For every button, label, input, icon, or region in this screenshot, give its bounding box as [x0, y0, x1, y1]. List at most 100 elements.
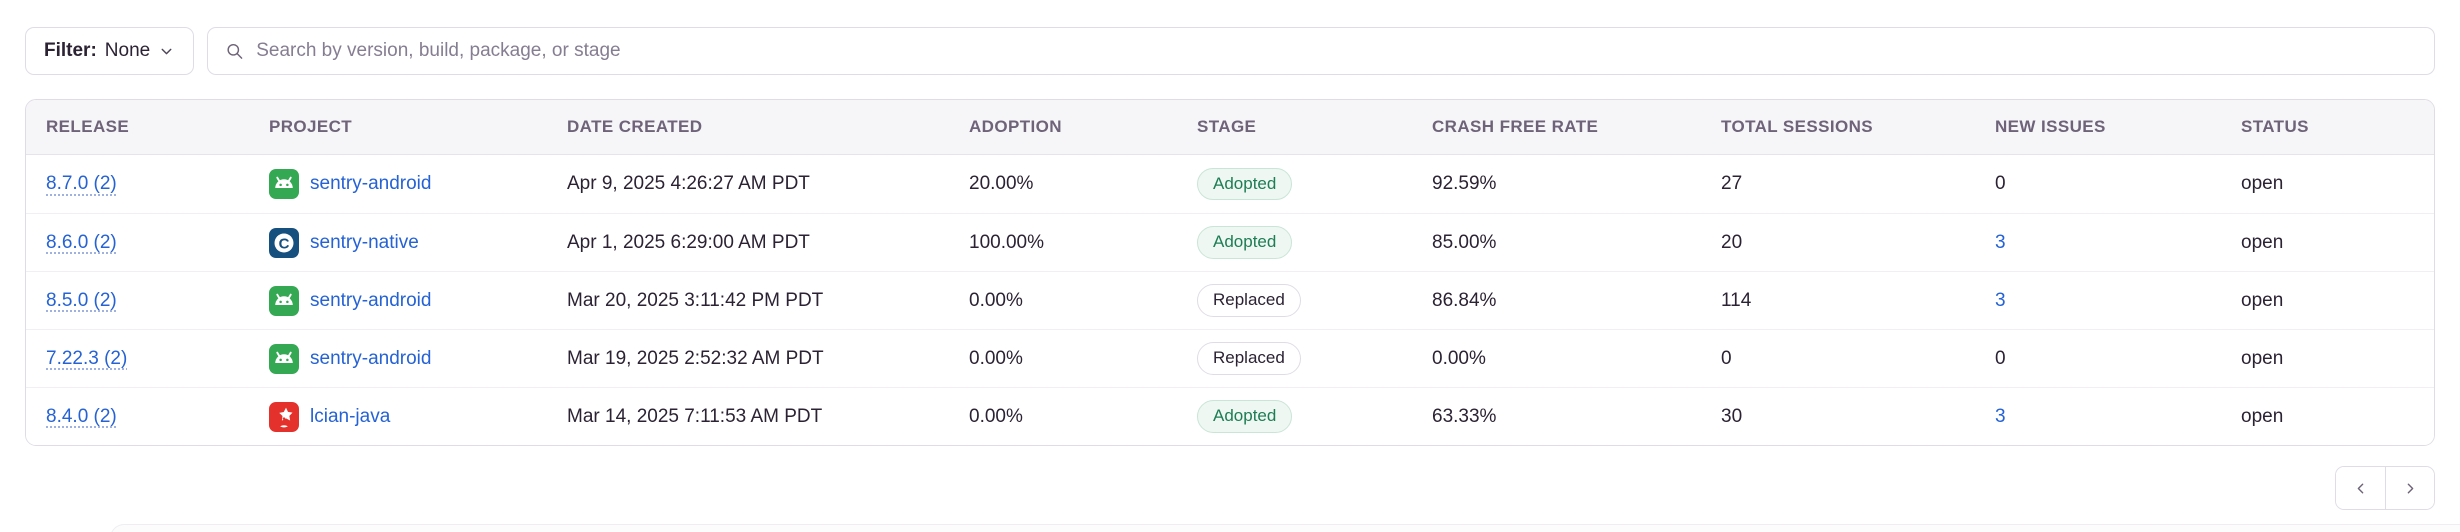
project-cell: sentry-android	[249, 169, 547, 199]
status-cell: open	[2241, 231, 2284, 253]
search-input[interactable]	[208, 28, 2434, 74]
column-header-status: STATUS	[2241, 117, 2309, 136]
adoption-cell: 20.00%	[969, 173, 1034, 194]
column-header-release: RELEASE	[46, 117, 130, 136]
column-header-date-created: DATE CREATED	[567, 117, 703, 136]
project-cell: C sentry-native	[249, 227, 547, 258]
new-issues-count: 0	[1995, 173, 2006, 194]
crash-free-rate-cell: 86.84%	[1432, 289, 1497, 311]
adoption-cell: 0.00%	[969, 405, 1023, 427]
release-cell: 8.7.0 (2)	[26, 173, 249, 195]
status-cell: open	[2241, 289, 2284, 311]
android-icon	[269, 169, 299, 199]
release-version-link[interactable]: 8.5.0 (2)	[46, 289, 117, 311]
stage-cell: Replaced	[1177, 284, 1412, 317]
table-header-row: RELEASE PROJECT DATE CREATED ADOPTION ST…	[26, 100, 2434, 155]
date-created-cell: Apr 1, 2025 6:29:00 AM PDT	[567, 231, 810, 253]
total-sessions-cell: 0	[1721, 347, 1732, 369]
release-version-link[interactable]: 8.7.0 (2)	[46, 173, 117, 194]
table-body: 8.7.0 (2) sentry-android Apr 9, 2025 4:2…	[26, 155, 2434, 445]
previous-page-button[interactable]	[2336, 467, 2385, 509]
new-issues-cell: 3	[1975, 290, 2221, 312]
project-cell: sentry-android	[249, 343, 547, 374]
project-link[interactable]: sentry-android	[310, 289, 432, 311]
status-cell: open	[2241, 347, 2284, 369]
project-link[interactable]: lcian-java	[310, 405, 391, 427]
adoption-cell: 100.00%	[969, 231, 1045, 253]
filter-button[interactable]: Filter: None	[25, 27, 195, 75]
stage-cell: Replaced	[1177, 342, 1412, 375]
c-icon: C	[269, 227, 299, 258]
chevron-right-icon	[2407, 483, 2413, 493]
project-link[interactable]: sentry-native	[310, 231, 419, 253]
chevron-left-icon	[2357, 483, 2364, 493]
toolbar: Filter: None	[25, 27, 2435, 75]
stage-cell: Adopted	[1177, 167, 1412, 201]
next-section-edge	[110, 524, 2460, 532]
new-issues-count: 0	[1995, 347, 2006, 369]
release-cell: 8.5.0 (2)	[26, 290, 249, 312]
svg-text:C: C	[279, 235, 290, 252]
release-cell: 8.6.0 (2)	[26, 232, 249, 254]
table-row: 8.5.0 (2) sentry-android Mar 20, 2025 3:…	[26, 271, 2434, 329]
total-sessions-cell: 30	[1721, 405, 1743, 427]
project-cell: lcian-java	[249, 401, 547, 432]
release-version-link[interactable]: 7.22.3 (2)	[46, 347, 128, 369]
project-link[interactable]: sentry-android	[310, 347, 432, 369]
total-sessions-cell: 114	[1721, 289, 1752, 311]
table-row: 8.7.0 (2) sentry-android Apr 9, 2025 4:2…	[26, 155, 2434, 213]
release-version-link[interactable]: 8.4.0 (2)	[46, 405, 117, 427]
stage-cell: Adopted	[1177, 400, 1412, 433]
column-header-stage: STAGE	[1197, 117, 1257, 136]
new-issues-count[interactable]: 3	[1995, 289, 2006, 311]
filter-label: Filter:	[44, 40, 97, 61]
column-header-total-sessions: TOTAL SESSIONS	[1721, 117, 1874, 136]
new-issues-cell: 3	[1975, 406, 2221, 428]
new-issues-count[interactable]: 3	[1995, 231, 2006, 253]
stage-badge: Adopted	[1197, 400, 1293, 433]
date-created-cell: Apr 9, 2025 4:26:27 AM PDT	[567, 173, 810, 194]
stage-cell: Adopted	[1177, 226, 1412, 259]
crash-free-rate-cell: 92.59%	[1432, 173, 1497, 194]
new-issues-count[interactable]: 3	[1995, 405, 2006, 427]
status-cell: open	[2241, 173, 2284, 194]
adoption-cell: 0.00%	[969, 289, 1023, 311]
status-cell: open	[2241, 405, 2284, 427]
release-version-link[interactable]: 8.6.0 (2)	[46, 231, 117, 253]
column-header-crash-free-rate: CRASH FREE RATE	[1432, 117, 1599, 136]
date-created-cell: Mar 20, 2025 3:11:42 PM PDT	[567, 289, 824, 311]
search-icon	[227, 43, 243, 59]
new-issues-cell: 3	[1975, 232, 2221, 254]
table-row: 7.22.3 (2) sentry-android Mar 19, 2025 2…	[26, 329, 2434, 387]
stage-badge: Replaced	[1197, 284, 1301, 317]
project-cell: sentry-android	[249, 285, 547, 316]
column-header-project: PROJECT	[269, 117, 353, 136]
java-icon	[269, 401, 299, 432]
project-link[interactable]: sentry-android	[310, 173, 432, 194]
new-issues-cell: 0	[1975, 173, 2221, 195]
stage-badge: Replaced	[1197, 342, 1301, 375]
crash-free-rate-cell: 0.00%	[1432, 347, 1486, 369]
android-icon	[269, 285, 299, 316]
search-box[interactable]	[207, 27, 2435, 75]
pagination-button-group	[2335, 466, 2435, 510]
crash-free-rate-cell: 63.33%	[1432, 405, 1497, 427]
releases-table: RELEASE PROJECT DATE CREATED ADOPTION ST…	[25, 99, 2435, 446]
android-icon	[269, 343, 299, 374]
release-cell: 7.22.3 (2)	[26, 348, 249, 370]
stage-badge: Adopted	[1197, 226, 1293, 259]
column-header-adoption: ADOPTION	[969, 117, 1062, 136]
releases-page: Filter: None RELEASE PROJECT DATE CREATE…	[25, 27, 2435, 510]
column-header-new-issues: NEW ISSUES	[1995, 117, 2106, 136]
table-row: 8.4.0 (2) lcian-java Mar 14, 2025 7:11:5…	[26, 387, 2434, 445]
stage-badge: Adopted	[1197, 167, 1293, 201]
adoption-cell: 0.00%	[969, 347, 1023, 369]
total-sessions-cell: 27	[1721, 173, 1743, 194]
filter-value: None	[104, 40, 151, 61]
next-page-button[interactable]	[2385, 467, 2434, 509]
new-issues-cell: 0	[1975, 348, 2221, 370]
pagination	[25, 466, 2435, 510]
release-cell: 8.4.0 (2)	[26, 406, 249, 428]
date-created-cell: Mar 14, 2025 7:11:53 AM PDT	[567, 405, 823, 427]
chevron-down-icon	[161, 48, 172, 54]
